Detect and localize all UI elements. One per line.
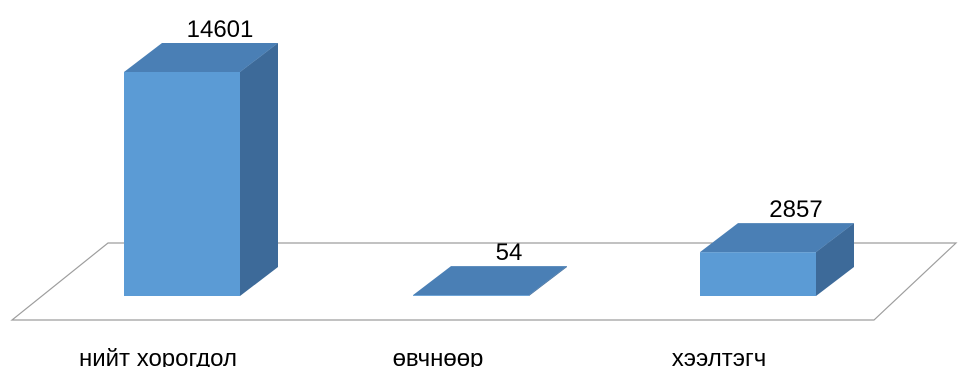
data-label-2: 2857 [769,196,822,223]
bar-top-1 [413,266,567,296]
labels-group: 14601 нийт хорогдол 54 өвчнөөр 2857 хээлтэгч [79,16,823,367]
data-label-1: 54 [496,239,523,266]
bar-side-0 [240,43,278,296]
bar-side-2 [816,223,854,296]
bar-side-1 [529,266,567,296]
bars-group [124,43,854,296]
bar-1 [413,295,529,296]
category-label-0: нийт хорогдол [79,345,237,367]
data-label-0: 14601 [187,16,254,43]
category-label-2: хээлтэгч [672,345,766,367]
bar-top-0 [124,43,278,72]
bar-0 [124,72,240,296]
bar-top-2 [700,223,854,253]
category-label-1: өвчнөөр [393,345,484,367]
bar-2 [700,252,816,296]
